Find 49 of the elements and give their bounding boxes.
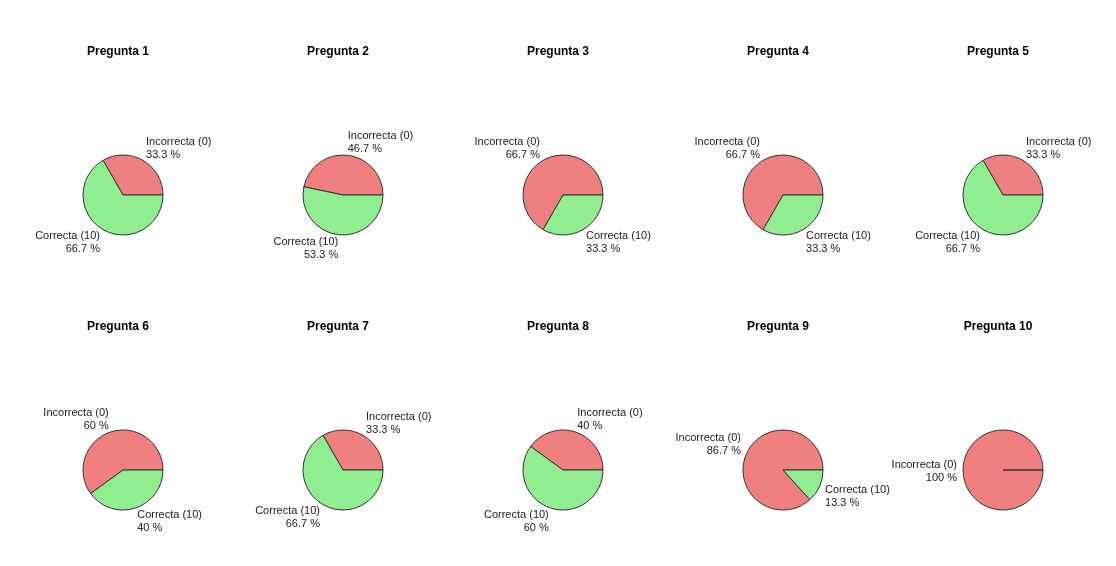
slice-label: Incorrecta (0) (474, 135, 540, 148)
data-label: 53.3 % (303, 247, 339, 260)
data-label: 40 % (577, 419, 603, 432)
slice-label: Incorrecta (0) (891, 458, 957, 470)
slice-label: Correcta (10) (273, 234, 339, 247)
data-label: 66.7 % (725, 148, 761, 161)
data-label: 46.7 % (347, 142, 383, 155)
chart-title: Pregunta 4 (746, 44, 809, 58)
chart-title: Pregunta 5 (966, 44, 1029, 58)
pie-slice (742, 429, 824, 511)
data-label: 40 % (137, 520, 163, 533)
chart-title: Pregunta 7 (306, 319, 369, 333)
chart-title: Pregunta 8 (526, 319, 589, 333)
data-label: 100 % (925, 471, 958, 483)
slice-label: Incorrecta (0) (146, 135, 212, 148)
slice-label: Correcta (10) (483, 507, 549, 520)
data-label: 86.7 % (706, 444, 742, 457)
slice-label: Correcta (10) (825, 482, 890, 495)
chart-title: Pregunta 3 (526, 44, 589, 58)
slice-label: Correcta (10) (806, 228, 871, 241)
data-label: 60 % (83, 419, 109, 432)
slice-label: Incorrecta (0) (366, 410, 432, 423)
data-label: 60 % (523, 520, 549, 533)
chart-title: Pregunta 10 (963, 319, 1033, 333)
slice-label: Incorrecta (0) (675, 431, 741, 444)
slice-label: Incorrecta (0) (347, 129, 414, 142)
data-label: 33.3 % (366, 423, 401, 436)
data-label: 13.3 % (825, 495, 860, 508)
slice-label: Correcta (10) (137, 507, 203, 520)
data-label: 33.3 % (586, 241, 621, 254)
data-label: 33.3 % (146, 148, 181, 161)
chart-title: Pregunta 6 (86, 319, 149, 333)
data-label: 66.7 % (65, 241, 101, 254)
data-label: 66.7 % (505, 148, 541, 161)
slice-label: Incorrecta (0) (1026, 135, 1092, 148)
chart-title: Pregunta 2 (306, 44, 369, 58)
slice-label: Incorrecta (0) (43, 406, 109, 419)
chart-title: Pregunta 1 (86, 44, 149, 58)
chart-title: Pregunta 9 (746, 319, 809, 333)
data-label: 33.3 % (1026, 148, 1061, 161)
data-label: 66.7 % (945, 241, 981, 254)
slice-label: Incorrecta (0) (577, 406, 643, 419)
data-label: 33.3 % (806, 241, 841, 254)
data-label: 66.7 % (285, 516, 321, 529)
slice-label: Correcta (10) (586, 228, 651, 241)
slice-label: Incorrecta (0) (694, 135, 760, 148)
slice-label: Correcta (10) (35, 228, 100, 241)
slice-label: Correcta (10) (915, 228, 980, 241)
slice-label: Correcta (10) (255, 503, 320, 516)
